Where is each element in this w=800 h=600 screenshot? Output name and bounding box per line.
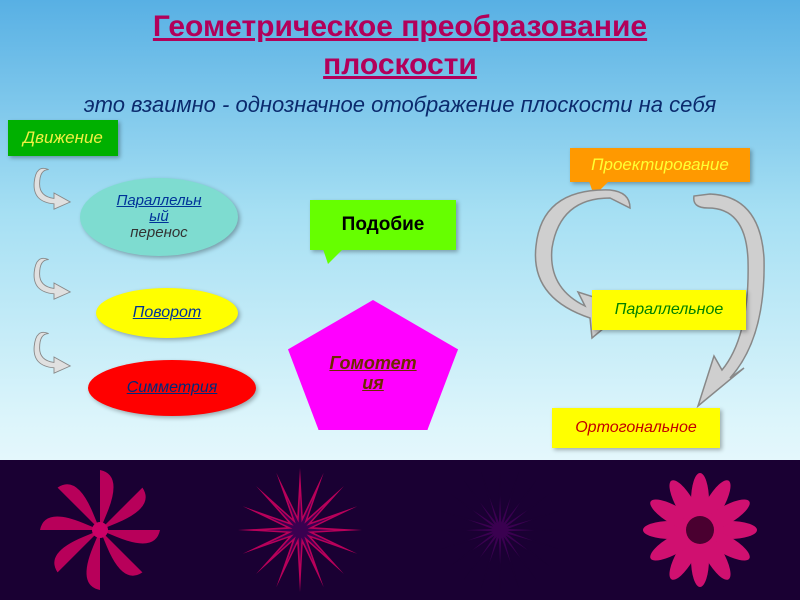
node-movement: Движение xyxy=(8,120,118,156)
subtitle: это взаимно - однозначное отображение пл… xyxy=(0,92,800,118)
title-line1: Геометрическое преобразование xyxy=(0,8,800,46)
decorative-star xyxy=(235,465,365,595)
orthogonal-label: Ортогональное xyxy=(575,419,697,437)
title-line2: плоскости xyxy=(0,46,800,84)
node-projection: Проектирование xyxy=(570,148,750,182)
pt-label-mid: ый xyxy=(149,208,168,225)
similarity-label: Подобие xyxy=(342,214,425,236)
node-similarity: Подобие xyxy=(310,200,456,250)
node-symmetry: Симметрия xyxy=(88,360,256,416)
bottom-star-band xyxy=(0,460,800,600)
decorative-star xyxy=(35,465,165,595)
pt-label-top: Параллельн xyxy=(116,192,201,209)
node-rotation: Поворот xyxy=(96,288,238,338)
homothety-label-bottom: ия xyxy=(362,373,384,393)
rotation-label: Поворот xyxy=(133,304,202,322)
node-movement-label: Движение xyxy=(23,128,103,148)
node-homothety: Гомотет ия xyxy=(288,300,458,430)
symmetry-label: Симметрия xyxy=(127,379,218,397)
node-parallel-proj: Параллельное xyxy=(592,290,746,330)
decorative-star xyxy=(435,465,565,595)
homothety-label-top: Гомотет xyxy=(329,353,416,373)
node-orthogonal: Ортогональное xyxy=(552,408,720,448)
decorative-star xyxy=(635,465,765,595)
node-parallel-transfer: Параллельн ый перенос xyxy=(80,178,238,256)
projection-label: Проектирование xyxy=(591,155,729,175)
parallel-proj-label: Параллельное xyxy=(615,301,724,319)
title-block: Геометрическое преобразование плоскости xyxy=(0,8,800,83)
pt-label-bottom: перенос xyxy=(130,224,187,241)
